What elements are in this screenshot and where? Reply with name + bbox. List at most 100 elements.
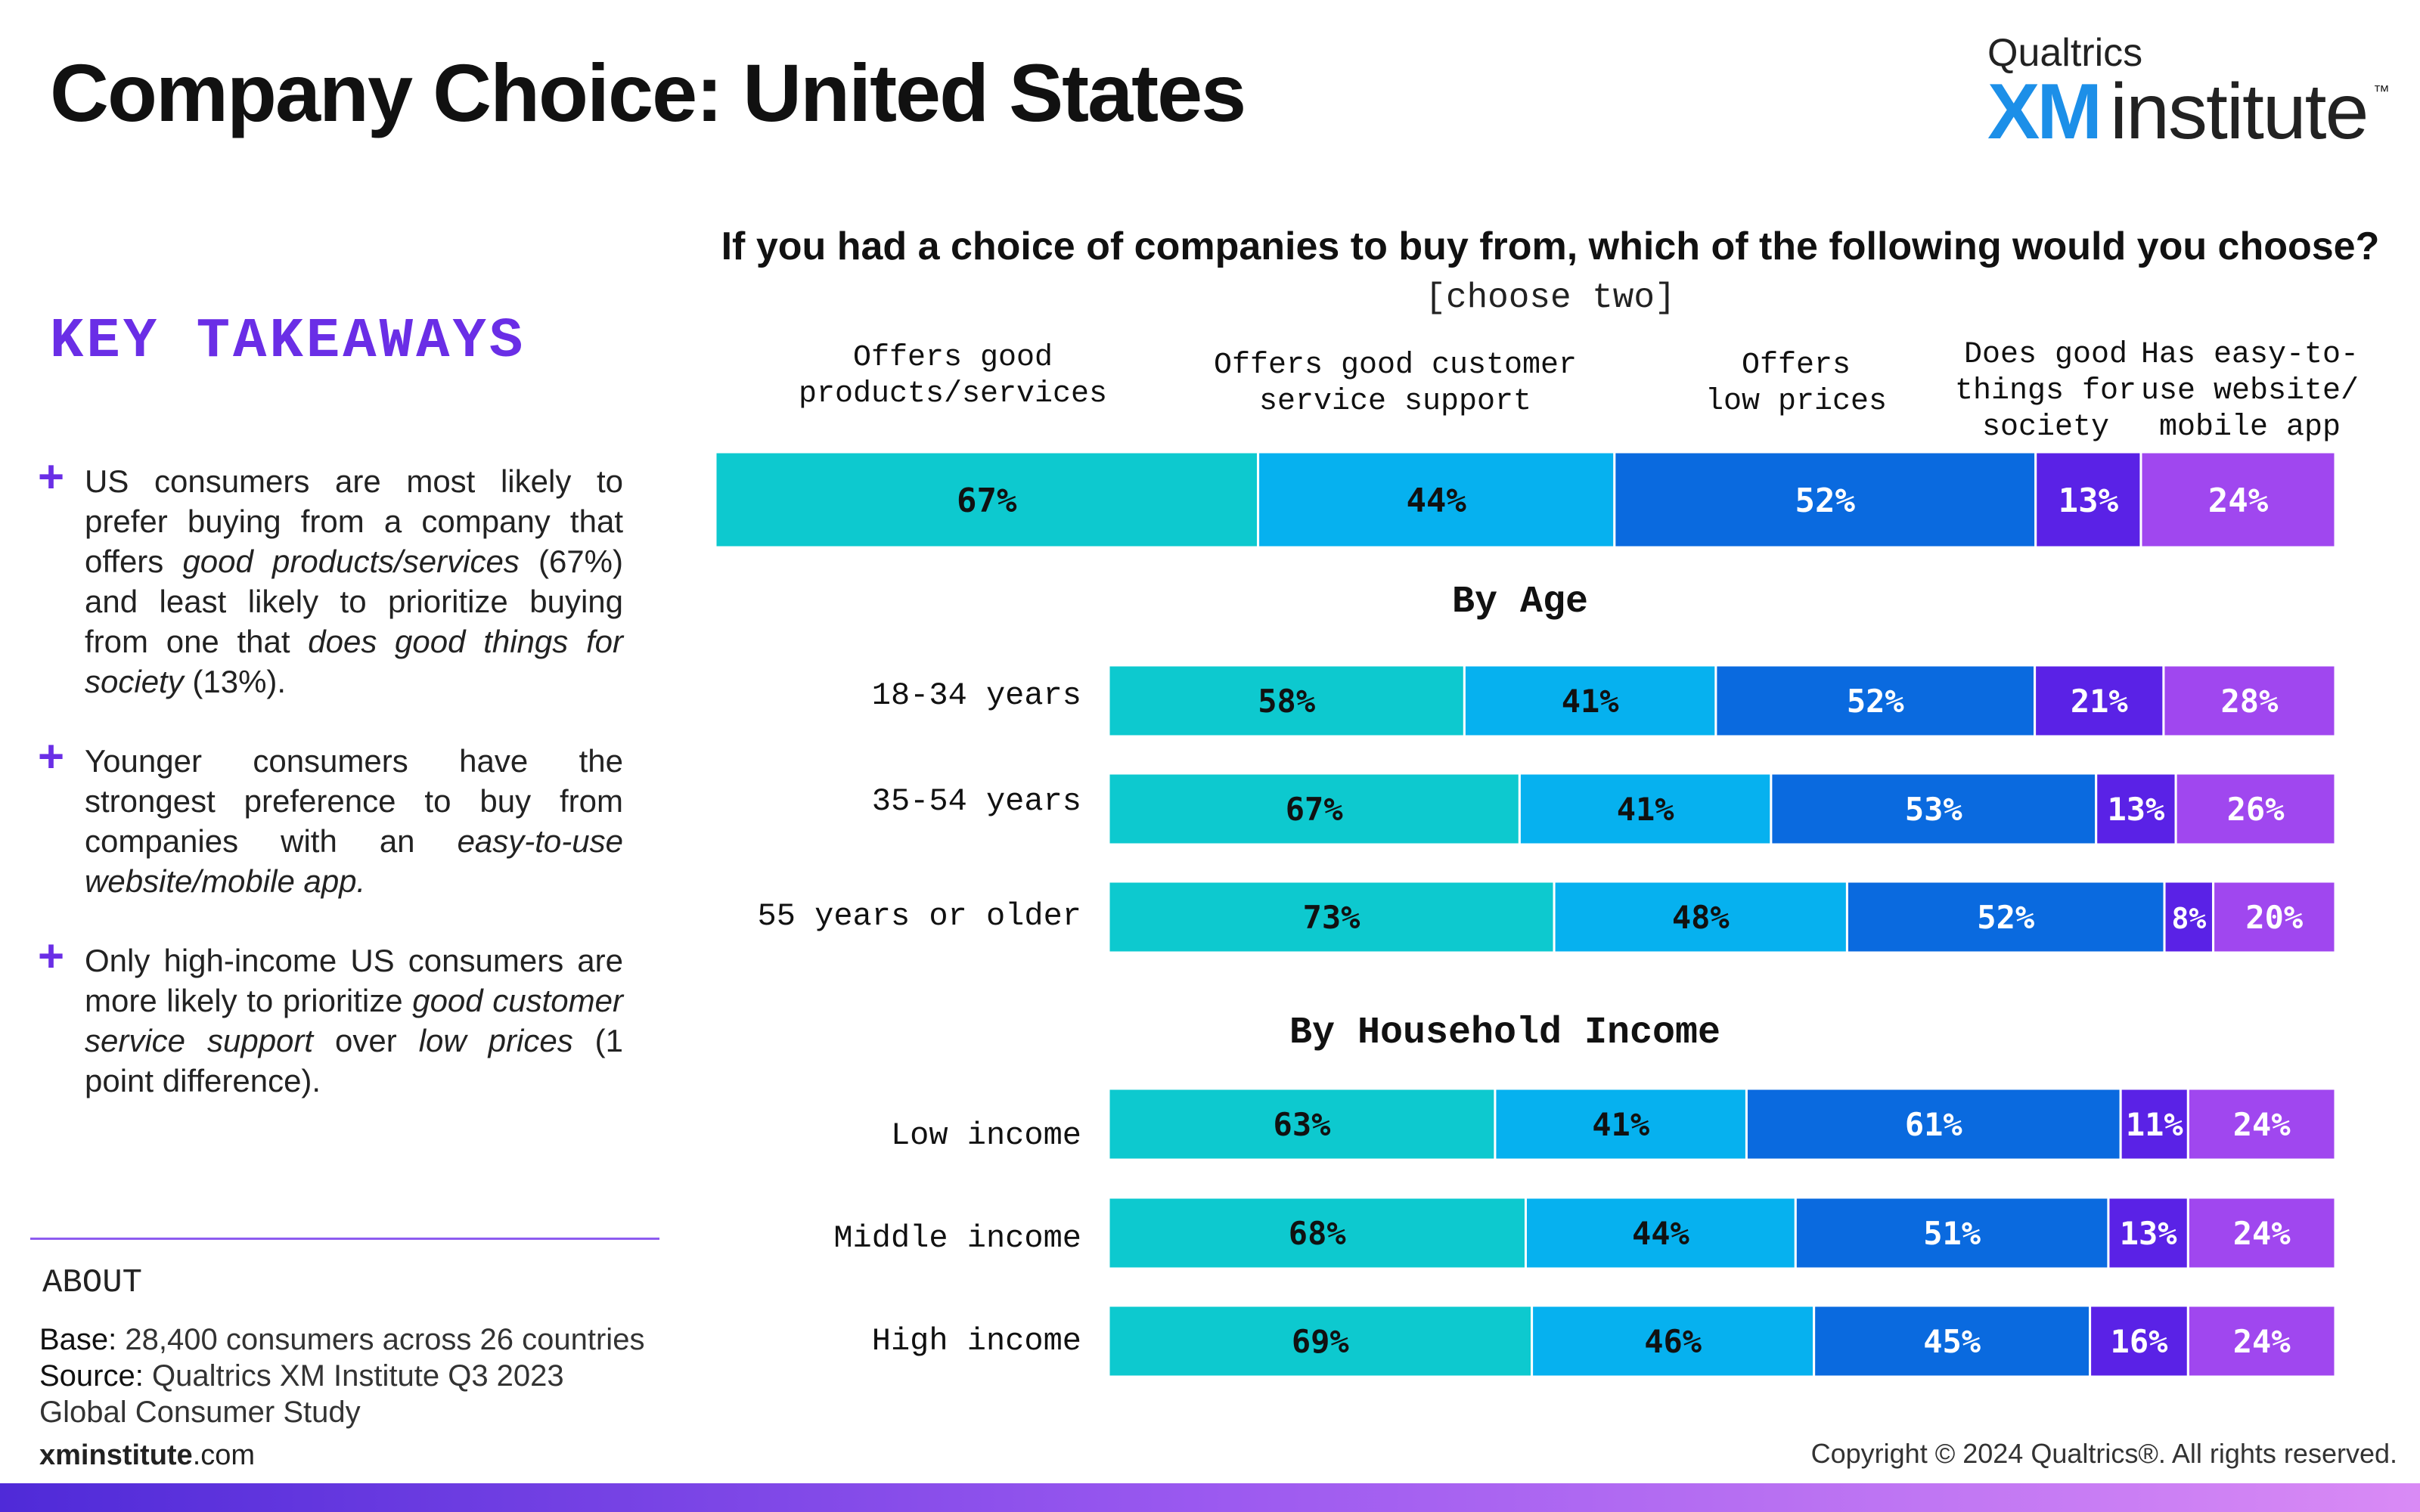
group1-row3-data-label-5: 20% [2245, 899, 2303, 936]
key-takeaways-list: + US consumers are most likely to prefer … [33, 454, 623, 1140]
site-link[interactable]: xminstitute.com [39, 1439, 255, 1472]
group2-row2-data-label-3: 51% [1923, 1215, 1981, 1252]
takeaway-text: Only high-income US consumers are more l… [85, 943, 623, 1018]
column-header-easy-website: Has easy-to- use website/ mobile app [2140, 338, 2360, 445]
logo-trademark: ™ [2373, 82, 2390, 101]
group2-row2-bar-segment-1 [1107, 1196, 1527, 1270]
group1-row3-bar-segment-2 [1553, 880, 1848, 954]
site-rest: .com [192, 1439, 256, 1471]
group2-row3-data-label-5: 24% [2233, 1323, 2291, 1360]
group2-row1-bar-segment-2 [1494, 1087, 1748, 1161]
group-title-age: By Age [1451, 581, 1589, 624]
takeaway-item: + Only high-income US consumers are more … [33, 934, 623, 1101]
group2-row1-data-label-3: 61% [1905, 1106, 1962, 1143]
takeaway-text: good customer service support [85, 983, 623, 1058]
chart-subtitle: [choose two] [1425, 278, 1676, 318]
group1-row3-data-label-1: 73% [1303, 899, 1360, 936]
column-header-good-for-society: Does good things for society [1954, 338, 2137, 445]
group2-row3-data-label-1: 69% [1292, 1323, 1349, 1360]
group1-row1-bar-segment-4 [2034, 664, 2165, 738]
overall-data-label-5: 24% [2208, 482, 2269, 520]
row-label-high-income: High income [871, 1323, 1081, 1359]
base-value: 28,400 consumers across 26 countries [116, 1323, 645, 1356]
group1-row1-data-label-2: 41% [1562, 683, 1619, 720]
group2-row1-data-label-5: 24% [2233, 1106, 2291, 1143]
group1-row1-data-label-1: 58% [1258, 683, 1315, 720]
group2-row3-bar-segment-4 [2089, 1304, 2189, 1378]
takeaway-text: (1 point difference). [85, 1023, 623, 1098]
group2-row2-data-label-5: 24% [2233, 1215, 2291, 1252]
group1-row2-bar-segment-5 [2174, 772, 2337, 846]
group2-row2-bar-segment-3 [1794, 1196, 2110, 1270]
overall-bar-segment-2 [1257, 451, 1616, 549]
group2-row2-data-label-4: 13% [2120, 1215, 2177, 1252]
group2-row3-data-label-4: 16% [2111, 1323, 2168, 1360]
source-value: Qualtrics XM Institute Q3 2023 Global Co… [39, 1359, 564, 1429]
about-heading: ABOUT [42, 1264, 143, 1302]
about-text: Base: 28,400 consumers across 26 countri… [39, 1321, 659, 1430]
overall-data-label-1: 67% [957, 482, 1017, 520]
row-label-55-plus: 55 years or older [757, 898, 1081, 934]
source-key: Source: [39, 1359, 144, 1393]
group-title-income: By Household Income [1289, 1012, 1721, 1055]
group2-row2-data-label-1: 68% [1289, 1215, 1346, 1252]
chart-title: If you had a choice of companies to buy … [721, 225, 2380, 268]
group1-row2-data-label-3: 53% [1905, 791, 1962, 828]
group2-row1-bar-segment-1 [1107, 1087, 1497, 1161]
group2-row2-data-label-2: 44% [1632, 1215, 1689, 1252]
plus-icon: + [38, 931, 65, 981]
group2-row3-bar-segment-2 [1531, 1304, 1816, 1378]
group2-row3-bar-segment-1 [1107, 1304, 1534, 1378]
group1-row2-data-label-1: 67% [1286, 791, 1343, 828]
group2-row2-bar-segment-5 [2186, 1196, 2337, 1270]
logo-qualtrics-text: Qualtrics [1987, 31, 2143, 75]
row-label-18-34: 18-34 years [871, 677, 1081, 714]
group1-row3-bar-segment-5 [2212, 880, 2337, 954]
overall-bar-segment-4 [2034, 451, 2142, 549]
plus-icon: + [38, 451, 65, 502]
group1-row2-data-label-2: 41% [1617, 791, 1674, 828]
group1-row1-bar-segment-3 [1714, 664, 2037, 738]
bottom-gradient-bar [0, 1483, 2420, 1512]
plus-icon: + [38, 731, 65, 782]
group2-row1-data-label-4: 11% [2126, 1106, 2183, 1143]
group1-row2-bar-segment-3 [1770, 772, 2098, 846]
site-bold: xminstitute [39, 1439, 193, 1471]
group1-row1-data-label-5: 28% [2221, 683, 2279, 720]
takeaway-text: over [313, 1023, 419, 1058]
takeaway-text: Younger consumers have the strongest pre… [85, 743, 623, 859]
takeaway-text: good products/services [182, 544, 520, 579]
row-label-low-income: Low income [890, 1117, 1081, 1154]
takeaway-text: (13%). [183, 664, 287, 699]
group1-row1-bar-segment-5 [2162, 664, 2337, 738]
base-key: Base: [39, 1323, 117, 1356]
column-header-customer-service: Offers good customer service support [1213, 349, 1578, 419]
takeaway-text: (67%) and least likely to prioritize buy… [85, 544, 623, 659]
about-divider [30, 1238, 659, 1240]
logo-institute-text: institute [2110, 68, 2369, 156]
qualtrics-xm-institute-logo: Qualtrics XM institute ™ [1987, 27, 2396, 156]
group2-row3-data-label-3: 45% [1923, 1323, 1981, 1360]
group1-row3-bar-segment-3 [1845, 880, 2166, 954]
group2-row2-bar-segment-2 [1524, 1196, 1797, 1270]
group1-row2-data-label-4: 13% [2107, 791, 2164, 828]
group1-row3-data-label-4: 8% [2171, 902, 2206, 935]
group2-row1-data-label-2: 41% [1592, 1106, 1649, 1143]
takeaway-text: easy-to-use website/mobile app. [85, 823, 623, 899]
group1-row1-bar-segment-1 [1107, 664, 1466, 738]
group1-row3-bar-segment-1 [1107, 880, 1556, 954]
takeaway-item: + US consumers are most likely to prefer … [33, 454, 623, 702]
logo-xm-text: XM [1987, 68, 2102, 156]
key-takeaways-heading: KEY TAKEAWAYS [50, 310, 526, 373]
group2-row1-bar-segment-4 [2119, 1087, 2189, 1161]
takeaway-text: low prices [418, 1023, 573, 1058]
group1-row1-data-label-3: 52% [1847, 683, 1904, 720]
group1-row1-data-label-4: 21% [2071, 683, 2128, 720]
overall-data-label-2: 44% [1406, 482, 1466, 520]
group1-row2-data-label-5: 26% [2227, 791, 2285, 828]
group1-row3-data-label-2: 48% [1672, 899, 1730, 936]
group2-row1-bar-segment-5 [2186, 1087, 2337, 1161]
group2-row1-bar-segment-3 [1745, 1087, 2122, 1161]
group2-row3-bar-segment-3 [1813, 1304, 2092, 1378]
